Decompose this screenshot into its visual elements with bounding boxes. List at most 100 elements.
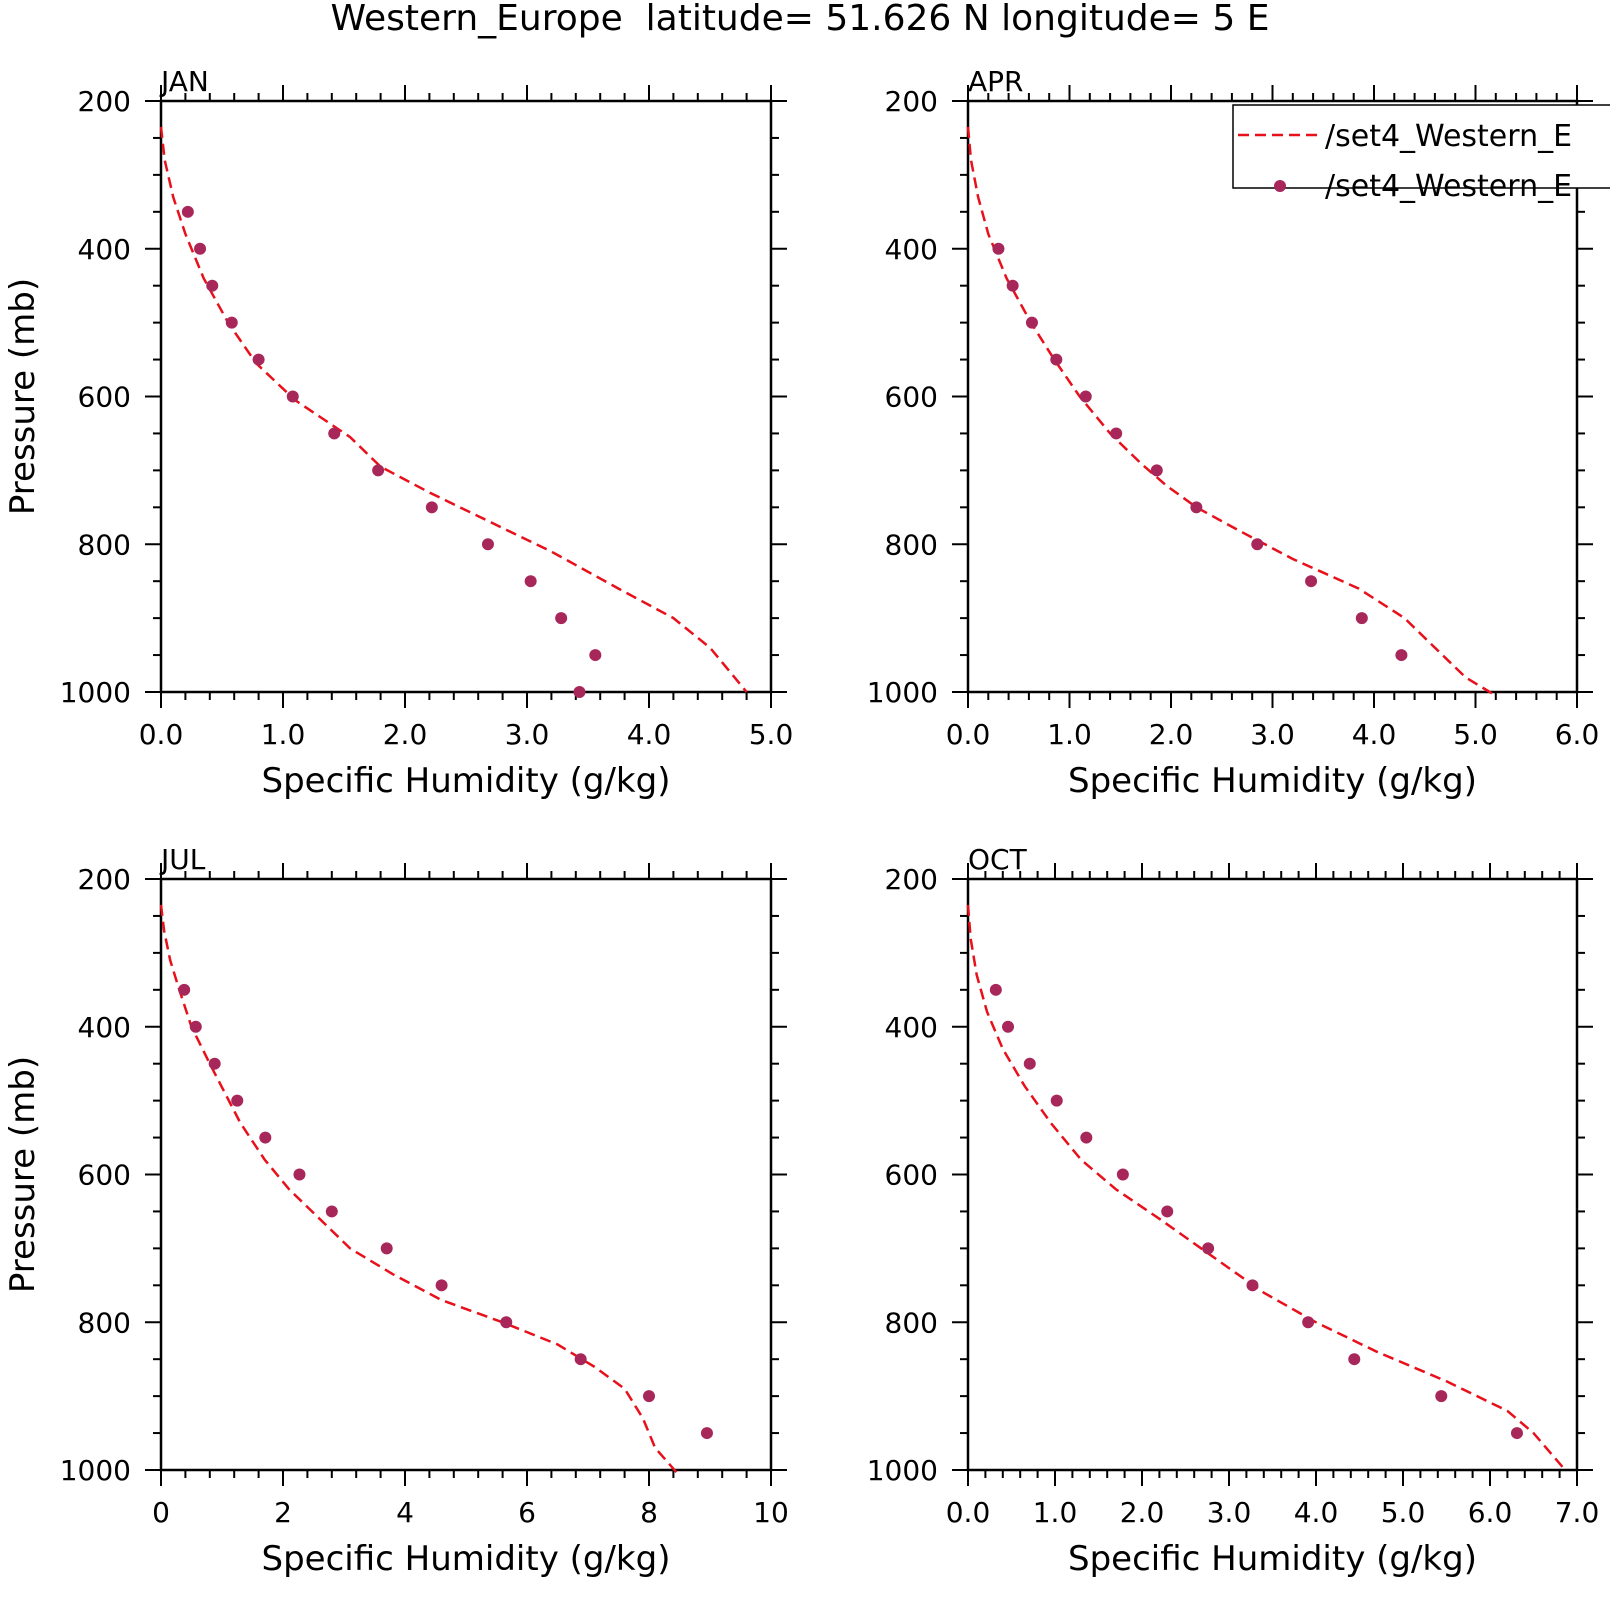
model-profile-line xyxy=(159,904,678,1474)
y-tick-label: 200 xyxy=(885,85,938,118)
obs-data-point xyxy=(555,612,568,625)
plot-frame xyxy=(966,877,1579,1472)
obs-data-point xyxy=(1080,1131,1093,1144)
obs-data-point xyxy=(1190,501,1203,514)
obs-data-point xyxy=(380,1242,393,1255)
y-tick-label: 800 xyxy=(78,528,131,561)
x-tick-label: 3.0 xyxy=(1250,718,1295,751)
x-tick-label: 1.0 xyxy=(1047,718,1092,751)
x-tick-label: 2.0 xyxy=(1149,718,1194,751)
obs-data-point xyxy=(1251,538,1264,551)
obs-data-point xyxy=(524,575,537,588)
legend-box xyxy=(1232,104,1610,189)
y-tick-label: 200 xyxy=(78,863,131,896)
x-axis-label: Specific Humidity (g/kg) xyxy=(1068,1539,1477,1579)
y-tick-label: 400 xyxy=(78,233,131,266)
obs-data-point xyxy=(574,1353,587,1366)
obs-data-point xyxy=(643,1390,655,1403)
panel-apr: APR 0.0 1.0 2.0 3.0 4.0 5.0 6.0 200 400 600 800 1000… xyxy=(867,65,1600,801)
obs-data-point xyxy=(1150,464,1163,477)
obs-data-point xyxy=(573,686,586,698)
panel-label: JUL xyxy=(159,843,206,876)
obs-data-point xyxy=(194,242,207,255)
obs-data-point xyxy=(259,1131,272,1144)
obs-data-point xyxy=(286,390,299,403)
obs-data-point xyxy=(1161,1205,1174,1218)
y-tick-label: 1000 xyxy=(60,1454,131,1487)
panel-label: OCT xyxy=(968,843,1028,876)
x-tick-label: 3.0 xyxy=(505,718,550,751)
x-tick-label: 5.0 xyxy=(749,718,794,751)
x-tick-label: 1.0 xyxy=(261,718,306,751)
obs-data-point xyxy=(206,279,219,292)
x-tick-label: 0 xyxy=(152,1496,170,1529)
model-profile-line xyxy=(966,904,1565,1470)
y-tick-label: 600 xyxy=(78,381,131,414)
x-tick-label: 0.0 xyxy=(139,718,184,751)
obs-data-point xyxy=(293,1168,306,1181)
x-tick-label: 6.0 xyxy=(1468,1496,1513,1529)
obs-data-point xyxy=(1023,1057,1036,1070)
obs-data-point xyxy=(1116,1168,1129,1181)
y-tick-label: 800 xyxy=(885,1306,938,1339)
obs-data-point xyxy=(1246,1279,1259,1292)
obs-data-point xyxy=(1050,353,1063,366)
x-tick-label: 4.0 xyxy=(1294,1496,1339,1529)
y-tick-label: 400 xyxy=(885,1011,938,1044)
obs-data-point xyxy=(1435,1390,1448,1403)
obs-data-point xyxy=(700,1427,713,1440)
x-tick-label: 4.0 xyxy=(1352,718,1397,751)
model-profile-line xyxy=(159,126,748,693)
x-tick-label: 0.0 xyxy=(946,718,991,751)
obs-data-point xyxy=(189,1020,202,1033)
y-tick-label: 400 xyxy=(78,1011,131,1044)
x-tick-label: 10 xyxy=(753,1496,789,1529)
obs-data-point xyxy=(1510,1427,1523,1440)
y-axis-label: Pressure (mb) xyxy=(3,1056,43,1293)
obs-data-point xyxy=(435,1279,448,1292)
obs-data-point xyxy=(372,464,385,477)
obs-data-point xyxy=(225,316,238,329)
x-tick-label: 6.0 xyxy=(1555,718,1600,751)
obs-data-point xyxy=(1050,1094,1063,1107)
x-tick-label: 2 xyxy=(274,1496,292,1529)
obs-data-point xyxy=(1348,1353,1361,1366)
obs-data-point xyxy=(325,1205,338,1218)
panel-label: JAN xyxy=(159,65,209,98)
obs-data-point xyxy=(1110,427,1123,440)
obs-data-point xyxy=(328,427,341,440)
obs-data-point xyxy=(181,205,194,218)
x-axis-label: Specific Humidity (g/kg) xyxy=(1068,761,1477,801)
y-tick-label: 200 xyxy=(78,85,131,118)
y-tick-label: 800 xyxy=(78,1306,131,1339)
x-tick-label: 2.0 xyxy=(383,718,428,751)
obs-data-point xyxy=(208,1057,221,1070)
legend-entry-obs: /set4_Western_E xyxy=(1325,169,1572,204)
y-tick-label: 400 xyxy=(885,233,938,266)
obs-data-point xyxy=(1202,1242,1215,1255)
obs-data-point xyxy=(1302,1316,1315,1329)
y-tick-label: 600 xyxy=(885,381,938,414)
y-tick-label: 1000 xyxy=(60,676,131,709)
panel-label: APR xyxy=(968,65,1024,98)
x-tick-label: 3.0 xyxy=(1207,1496,1252,1529)
y-axis-label: Pressure (mb) xyxy=(3,278,43,515)
x-tick-label: 0.0 xyxy=(946,1496,991,1529)
y-tick-label: 1000 xyxy=(867,676,938,709)
legend-entry-model: /set4_Western_E xyxy=(1325,119,1572,154)
obs-data-point xyxy=(589,649,602,662)
legend-marker-swatch xyxy=(1274,180,1286,192)
y-tick-label: 1000 xyxy=(867,1454,938,1487)
x-axis-label: Specific Humidity (g/kg) xyxy=(262,1539,671,1579)
obs-data-point xyxy=(481,538,494,551)
obs-data-point xyxy=(1305,575,1318,588)
y-tick-label: 800 xyxy=(885,528,938,561)
model-profile-line xyxy=(966,126,1497,697)
x-tick-label: 6 xyxy=(518,1496,536,1529)
x-tick-label: 4.0 xyxy=(627,718,672,751)
x-tick-label: 2.0 xyxy=(1120,1496,1165,1529)
x-tick-label: 5.0 xyxy=(1381,1496,1426,1529)
panel-jul: JUL 0 2 4 6 8 10 200 400 600 800 1000 Specific Humid… xyxy=(3,843,789,1579)
legend: /set4_Western_E/set4_Western_E xyxy=(1232,104,1610,204)
panel-oct: OCT 0.0 1.0 2.0 3.0 4.0 5.0 6.0 7.0 200 400 600 800 1… xyxy=(867,843,1600,1579)
